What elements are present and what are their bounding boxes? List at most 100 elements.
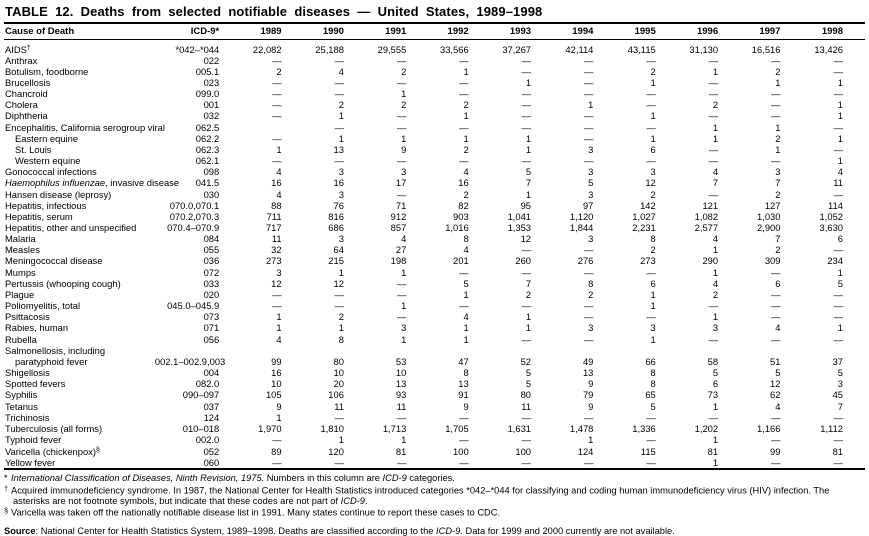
cause-of-death-cell: Hepatitis, other and unspecified [4,222,155,233]
deaths-value-cell: — [334,155,344,167]
deaths-value-cell: 25,188 [315,43,344,55]
cause-of-death-cell: St. Louis [4,144,155,155]
icd9-code-cell: 056 [203,333,220,345]
cause-of-death-cell: Botulism, foodborne [4,66,155,77]
deaths-value-cell: 2 [650,244,656,256]
cause-of-death-cell: Mumps [4,267,155,278]
deaths-value-cell: — [708,188,719,200]
cause-label: Hansen disease (leprosy) [5,188,112,200]
cause-label: Rubella [5,333,37,345]
deaths-value-cell: 22,082 [252,43,282,55]
icd9-code-cell: 001 [203,99,220,111]
cause-label: Brucellosis [5,76,51,88]
deaths-value-cell: — [396,277,407,289]
deaths-value-cell: 4 [775,400,781,412]
deaths-value-cell: 7 [775,233,781,245]
deaths-value-cell: — [272,99,282,111]
cause-of-death-cell: Tuberculosis (all forms) [4,423,155,434]
deaths-value-cell: — [334,288,344,300]
cause-of-death-cell: Anthrax [4,55,155,66]
deaths-value-cell: — [396,188,407,200]
table-title: TABLE 12. Deaths from selected notifiabl… [4,2,865,24]
deaths-value-cell: 1 [650,132,656,144]
deaths-value-cell: 198 [390,255,407,267]
deaths-value-cell: — [584,54,594,66]
deaths-value-cell: 2 [463,99,469,111]
deaths-value-cell: — [646,99,656,111]
deaths-value-cell: 120 [328,446,344,458]
deaths-value-cell: 127 [764,199,781,211]
deaths-value-cell: 1 [276,311,282,323]
deaths-value-cell: 51 [770,355,781,367]
deaths-value-cell: 33,566 [439,43,469,55]
deaths-value-cell: — [521,411,532,423]
cause-of-death-cell: Eastern equine [4,133,155,144]
deaths-value-cell: 1,353 [507,222,532,233]
deaths-value-cell: — [584,155,594,167]
source-note: Source: National Center for Health Stati… [4,525,675,536]
deaths-value-cell: 1 [463,333,469,345]
cause-of-death-cell: Hepatitis, infectious [4,200,155,211]
deaths-value-cell: 5 [525,378,532,390]
deaths-value-cell: — [708,88,719,100]
cause-of-death-cell: Shigellosis [4,367,155,378]
deaths-value-cell: 1 [338,132,344,144]
deaths-value-cell: 29,555 [377,43,407,55]
table-row: Trichinosis 124 1 — — — — — — — — — [4,412,865,423]
deaths-value-cell: 16 [271,367,282,379]
deaths-value-cell: — [396,411,407,423]
icd9-code-cell: 002.1–002.9,003 [154,355,226,367]
deaths-value-cell: — [521,99,532,111]
deaths-value-cell: — [272,110,282,122]
deaths-value-cell: — [521,266,532,278]
deaths-value-cell: 1 [837,266,843,278]
deaths-value-cell: 1 [463,110,469,122]
icd9-code-cell: 033 [203,277,220,289]
deaths-value-cell: — [521,244,532,256]
deaths-value-cell: — [771,266,781,278]
deaths-value-cell: 10 [333,367,344,379]
table-row: Chancroid 099.0 — — 1 — — — — — — — [4,88,865,99]
deaths-value-cell: 1 [712,121,719,133]
deaths-value-cell: — [396,457,407,469]
footnote: § Varicella was taken off the nationally … [4,505,501,518]
deaths-value-cell: 2,231 [632,222,656,233]
icd9-code-cell: 073 [203,311,220,323]
column-header-icd9: ICD-9* [154,24,220,40]
deaths-value-cell: 1 [525,322,532,334]
deaths-value-cell: 1,810 [320,422,344,434]
deaths-value-cell: 5 [588,177,594,189]
table-row: Hansen disease (leprosy) 030 4 3 — 2 1 3 2 — 2 — [4,189,865,200]
deaths-value-cell: 105 [265,389,282,401]
deaths-value-cell: 7 [525,177,532,189]
cause-of-death-cell: Salmonellosis, including paratyphoid feve… [4,345,155,367]
table-row: Western equine 062.1 — — — — — — — — — 1 [4,155,865,166]
deaths-value-cell: 8 [463,233,469,245]
deaths-value-cell: — [272,88,282,100]
deaths-value-cell: — [584,132,594,144]
deaths-value-cell: — [396,54,407,66]
deaths-value-cell: 2 [401,65,407,77]
deaths-value-cell: 2 [463,188,469,200]
cause-label: Western equine [15,155,81,167]
table-row: Rabies, human 071 1 1 3 1 1 3 3 3 4 1 [4,322,865,333]
deaths-value-cell: 4 [276,333,282,345]
deaths-value-cell: 1,705 [445,422,469,434]
deaths-value-cell: — [771,411,781,423]
table-row: Poliomyelitis, total 045.0–045.9 — — 1 — — — 1 — —… [4,300,865,311]
deaths-value-cell: 80 [333,355,344,367]
table-row: Cholera 001 — 2 2 2 — 1 — 2 — 1 [4,99,865,110]
deaths-value-cell: 8 [650,233,656,245]
cause-of-death-cell: Typhoid fever [4,434,155,445]
cause-label-continued: paratyphoid fever [15,355,88,367]
deaths-value-cell: 43,115 [627,43,656,55]
table-row: Mumps 072 3 1 1 — — — — 1 — 1 [4,267,865,278]
deaths-value-cell: 1 [525,132,532,144]
cause-label: Yellow fever [5,457,56,469]
footnote-marker: † [26,44,31,52]
deaths-value-cell: 2 [775,65,781,77]
table-row: Hepatitis, infectious 070.0,070.1 88 76 71 82… [4,200,865,211]
deaths-value-cell: — [584,457,594,469]
deaths-value-cell: 13,426 [814,43,843,55]
